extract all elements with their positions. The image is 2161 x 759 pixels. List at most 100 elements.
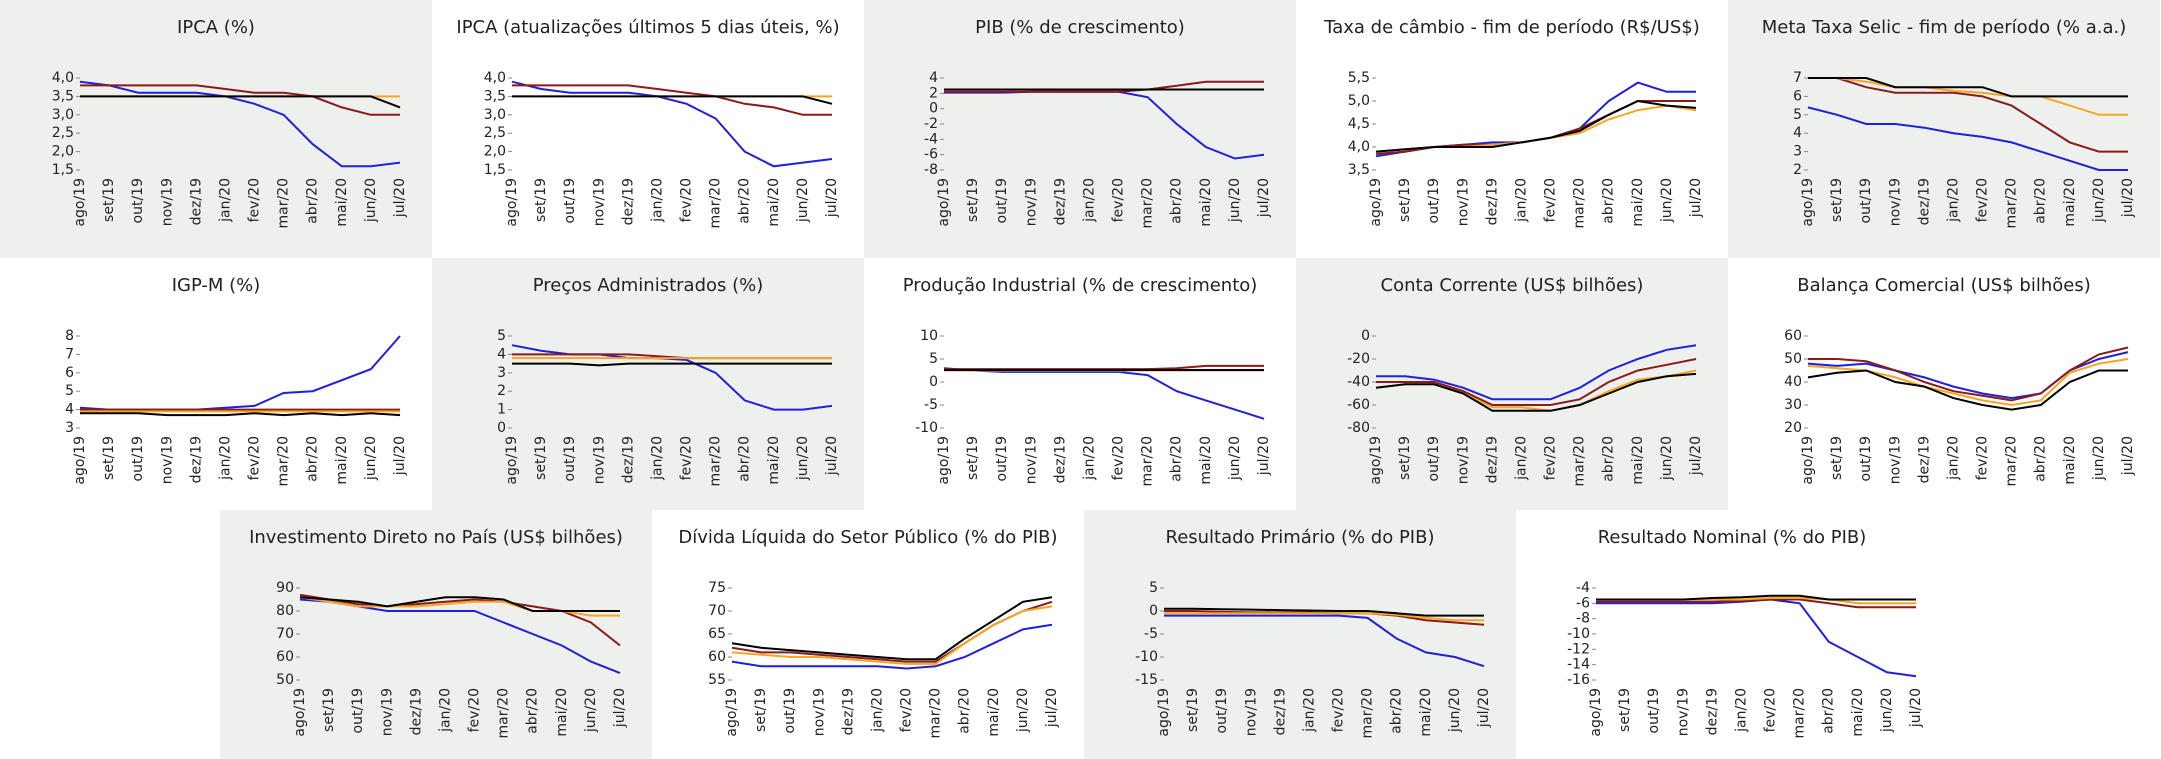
- y-tick-label: 4: [1793, 125, 1802, 141]
- x-tick-label: abr/20: [1169, 178, 1185, 224]
- chart-title: IPCA (%): [177, 17, 255, 38]
- y-tick-label: 4,5: [1348, 116, 1370, 132]
- x-tick-label: jul/20: [1908, 688, 1924, 728]
- x-tick-label: mai/20: [1630, 178, 1646, 227]
- y-tick-label: 4: [929, 70, 938, 86]
- y-tick-label: 5,5: [1348, 70, 1370, 86]
- panel-background: [432, 258, 864, 510]
- x-tick-label: mar/20: [1140, 178, 1156, 229]
- x-tick-label: set/19: [1185, 688, 1201, 732]
- x-tick-label: jul/20: [392, 436, 408, 476]
- panel: Resultado Primário (% do PIB) -15 -10 -5 0 5 a…: [1084, 510, 1516, 759]
- series-line: [511, 80, 833, 168]
- x-tick-label: abr/20: [1169, 436, 1185, 482]
- y-tick-label: 3,0: [52, 107, 74, 123]
- y-tick-label: 40: [1784, 374, 1802, 390]
- x-tick-label: jun/20: [363, 178, 379, 223]
- x-tick-label: jan/20: [217, 436, 233, 481]
- y-tick-label: 30: [1784, 397, 1802, 413]
- x-tick-label: ago/19: [724, 688, 740, 737]
- y-tick-label: 5: [497, 328, 506, 344]
- x-tick-label: nov/19: [811, 688, 827, 736]
- x-tick-label: jul/20: [392, 178, 408, 218]
- series-line: [731, 596, 1053, 661]
- panel: Resultado Nominal (% do PIB) -16-14-12-10…: [1567, 527, 1924, 739]
- x-tick-label: mar/20: [1792, 688, 1808, 739]
- y-tick-label: 5: [1149, 580, 1158, 596]
- x-tick-label: out/19: [994, 436, 1010, 481]
- y-tick-label: 3,5: [1348, 162, 1370, 178]
- y-tick-label: -10: [1135, 649, 1158, 665]
- y-tick-label: 2,5: [484, 125, 506, 141]
- x-tick-label: fev/20: [1543, 178, 1559, 222]
- x-tick-label: dez/19: [620, 178, 636, 225]
- series-line: [1808, 77, 2128, 153]
- x-tick-label: set/19: [965, 178, 981, 222]
- y-tick-label: 2,5: [52, 125, 74, 141]
- x-tick-label: jun/20: [583, 688, 599, 733]
- y-tick-label: -2: [924, 116, 938, 132]
- y-tick-label: 4,0: [484, 70, 506, 86]
- series-line: [1808, 77, 2128, 116]
- y-tick-label: 2,0: [52, 144, 74, 160]
- x-tick-label: ago/19: [72, 178, 88, 227]
- y-tick-label: 1: [497, 402, 506, 418]
- y-tick-label: 0: [1149, 603, 1158, 619]
- y-tick-label: -8: [1576, 611, 1590, 627]
- y-tick-label: 10: [920, 328, 938, 344]
- x-tick-label: nov/19: [1887, 178, 1903, 226]
- x-tick-label: ago/19: [1368, 436, 1384, 485]
- chart-title: Resultado Primário (% do PIB): [1166, 527, 1435, 548]
- x-tick-label: nov/19: [379, 688, 395, 736]
- x-tick-label: mar/20: [708, 436, 724, 487]
- x-tick-label: abr/20: [1821, 688, 1837, 734]
- series-line: [731, 600, 1053, 663]
- chart-title: Investimento Direto no País (US$ bilhões…: [249, 527, 623, 548]
- x-tick-label: nov/19: [591, 178, 607, 226]
- x-tick-label: fev/20: [247, 436, 263, 480]
- x-tick-label: abr/20: [1601, 436, 1617, 482]
- x-tick-label: set/19: [1397, 178, 1413, 222]
- y-tick-label: -14: [1567, 657, 1590, 673]
- x-tick-label: out/19: [1214, 688, 1230, 733]
- x-tick-label: nov/19: [159, 178, 175, 226]
- x-tick-label: nov/19: [1023, 178, 1039, 226]
- y-tick-label: 3,5: [484, 88, 506, 104]
- series-line: [944, 364, 1264, 371]
- x-tick-label: set/19: [1617, 688, 1633, 732]
- x-tick-label: out/19: [782, 688, 798, 733]
- series-line: [1375, 372, 1697, 412]
- y-tick-label: -8: [924, 162, 938, 178]
- x-tick-label: mar/20: [496, 688, 512, 739]
- y-tick-label: 60: [276, 649, 294, 665]
- x-tick-label: jan/20: [869, 688, 885, 733]
- x-tick-label: out/19: [1426, 436, 1442, 481]
- x-tick-label: jan/20: [1081, 178, 1097, 223]
- x-tick-label: dez/19: [1272, 688, 1288, 735]
- x-tick-label: fev/20: [1763, 688, 1779, 732]
- series-line: [299, 593, 621, 647]
- x-tick-label: jul/20: [1688, 178, 1704, 218]
- x-tick-label: fev/20: [679, 178, 695, 222]
- x-tick-label: abr/20: [737, 436, 753, 482]
- x-tick-label: mai/20: [1198, 178, 1214, 227]
- x-tick-label: fev/20: [247, 178, 263, 222]
- panel: Conta Corrente (US$ bilhões) -80 -60 -40 -20…: [1296, 258, 1728, 510]
- x-tick-label: jan/20: [1513, 436, 1529, 481]
- x-tick-label: out/19: [1646, 688, 1662, 733]
- x-tick-label: mar/20: [1572, 178, 1588, 229]
- panel-background: [0, 0, 432, 258]
- y-tick-label: 7: [65, 346, 74, 362]
- y-tick-label: 55: [708, 672, 726, 688]
- x-tick-label: jul/20: [824, 436, 840, 476]
- y-tick-label: 2: [497, 383, 506, 399]
- y-tick-label: 5,0: [1348, 93, 1370, 109]
- series-line: [79, 80, 401, 168]
- x-tick-label: jul/20: [612, 688, 628, 728]
- panel: Preços Administrados (%) 0 1 2 3 4 5 ago/19 set/…: [432, 258, 864, 510]
- x-tick-label: out/19: [130, 178, 146, 223]
- x-tick-label: fev/20: [1111, 436, 1127, 480]
- x-tick-label: dez/19: [1916, 436, 1932, 483]
- y-tick-label: 0: [1361, 328, 1370, 344]
- chart-title: Conta Corrente (US$ bilhões): [1381, 275, 1644, 296]
